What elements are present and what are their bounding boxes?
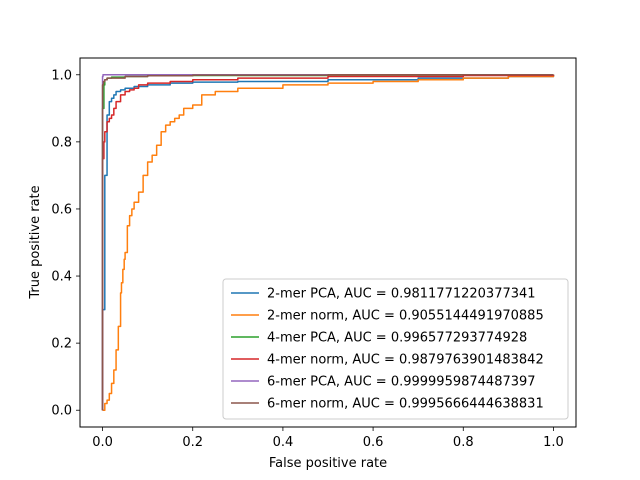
y-axis-ticks: 0.0 0.2 0.4 0.6 0.8 1.0 <box>51 68 80 419</box>
y-tick-label: 0.8 <box>51 135 72 150</box>
x-tick-label: 0.0 <box>92 435 113 450</box>
legend-box <box>222 278 569 420</box>
series-line-2 <box>102 74 555 411</box>
y-tick-label: 1.0 <box>51 68 72 83</box>
y-tick-label: 0.6 <box>51 202 72 217</box>
series-line-6 <box>101 74 554 411</box>
legend-label-6: 6-mer norm, AUC = 0.9995666444638831 <box>267 397 544 412</box>
x-tick-label: 1.0 <box>543 435 564 450</box>
plot-lines <box>101 74 555 411</box>
legend-label-3: 4-mer PCA, AUC = 0.996577293774928 <box>267 331 527 346</box>
x-tick-label: 0.6 <box>363 435 384 450</box>
series-line-4 <box>101 74 555 411</box>
series-line-1 <box>101 74 555 411</box>
legend: 2-mer PCA, AUC = 0.9811771220377341 2-mer… <box>222 278 569 420</box>
y-tick-label: 0.0 <box>51 404 72 419</box>
y-axis-label: True positive rate <box>28 185 43 299</box>
y-tick-label: 0.4 <box>51 270 72 285</box>
x-tick-label: 0.2 <box>182 435 203 450</box>
legend-label-2: 2-mer norm, AUC = 0.9055144491970885 <box>267 309 544 324</box>
x-tick-label: 0.4 <box>273 435 294 450</box>
legend-label-1: 2-mer PCA, AUC = 0.9811771220377341 <box>267 287 536 302</box>
x-axis-ticks: 0.0 0.2 0.4 0.6 0.8 1.0 <box>92 427 564 450</box>
y-tick-label: 0.2 <box>51 337 72 352</box>
x-tick-label: 0.8 <box>453 435 474 450</box>
legend-label-4: 4-mer norm, AUC = 0.9879763901483842 <box>267 353 544 368</box>
x-axis-label: False positive rate <box>269 456 387 471</box>
legend-label-5: 6-mer PCA, AUC = 0.9999959874487397 <box>267 375 536 390</box>
plot-frame <box>79 57 577 428</box>
